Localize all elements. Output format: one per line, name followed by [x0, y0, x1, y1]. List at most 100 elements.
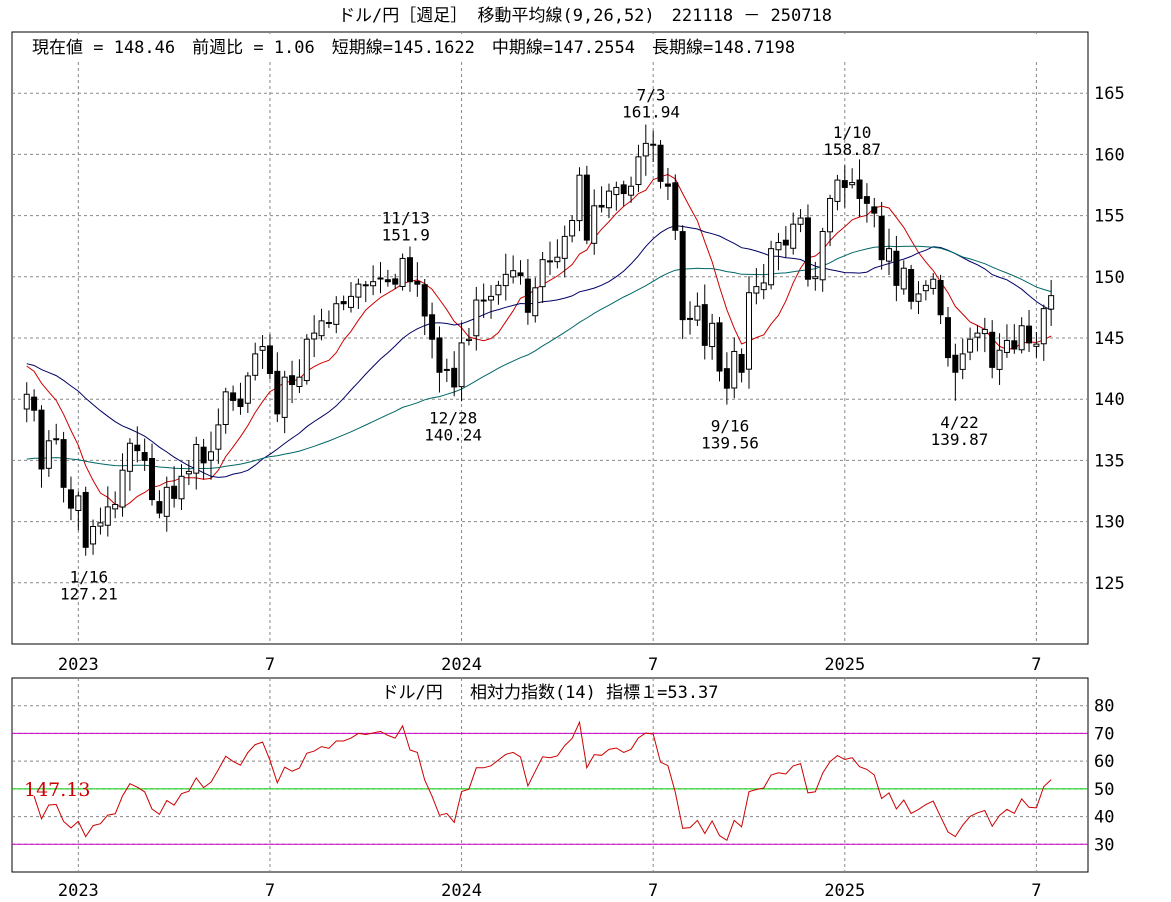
- candle: [967, 327, 974, 361]
- candle: [171, 466, 178, 508]
- annotation-value: 139.87: [931, 430, 989, 449]
- candle-body: [944, 317, 951, 359]
- candle: [384, 269, 391, 287]
- rsi-y-tick-label: 50: [1094, 780, 1114, 800]
- candle: [915, 281, 922, 315]
- candle-body: [731, 350, 738, 389]
- candle-body: [141, 452, 148, 461]
- candle: [849, 168, 856, 189]
- candle: [82, 486, 89, 556]
- rsi-y-tick-label: 80: [1094, 697, 1114, 717]
- candle: [45, 430, 52, 477]
- candle-body: [23, 393, 30, 410]
- candle: [119, 453, 126, 517]
- candle: [679, 225, 686, 340]
- candle-body: [207, 451, 214, 461]
- candle-body: [406, 257, 413, 283]
- rsi-y-tick-label: 30: [1094, 835, 1114, 855]
- annotation-date: 11/13: [382, 209, 430, 228]
- y-tick-label: 130: [1094, 513, 1125, 533]
- rsi-y-tick-label: 60: [1094, 752, 1114, 772]
- candle-body: [886, 248, 893, 262]
- candle: [90, 519, 97, 555]
- candle: [362, 280, 369, 302]
- candle-body: [650, 143, 657, 146]
- rsi-x-axis: 2023 7 2024 7 2025 7: [58, 881, 1042, 901]
- candle-body: [222, 391, 229, 426]
- candle: [31, 389, 38, 422]
- candle: [333, 296, 340, 334]
- candle-body: [657, 144, 664, 182]
- candle-body: [289, 375, 296, 386]
- annotation-date: 12/28: [429, 408, 477, 427]
- candle-body: [517, 272, 524, 277]
- candle: [75, 491, 82, 531]
- candle: [871, 197, 878, 228]
- candle-body: [488, 295, 495, 301]
- candle: [539, 252, 546, 304]
- candle: [797, 209, 804, 233]
- candle: [200, 438, 207, 480]
- candle-body: [90, 525, 97, 545]
- candle-body: [215, 424, 222, 450]
- candle-body: [134, 444, 141, 452]
- candle: [760, 264, 767, 300]
- candle-body: [75, 495, 82, 512]
- candle: [355, 278, 362, 309]
- candle-body: [849, 182, 856, 186]
- candle: [318, 308, 325, 341]
- candle-body: [185, 470, 192, 475]
- candle-body: [443, 368, 450, 371]
- candle-body: [281, 376, 288, 418]
- candle: [348, 282, 355, 313]
- candle: [149, 443, 156, 506]
- y-tick-label: 150: [1094, 268, 1125, 288]
- rsi-x-tick-label: 7: [1031, 881, 1041, 901]
- main-x-axis: 2023 7 2024 7 2025 7: [58, 655, 1042, 675]
- candle-body: [237, 398, 244, 408]
- x-tick-label: 7: [1031, 655, 1041, 675]
- candle: [937, 274, 944, 325]
- candle: [716, 317, 723, 382]
- candle-body: [274, 370, 281, 415]
- candle: [185, 460, 192, 486]
- candle: [502, 253, 509, 301]
- candle-body: [1003, 339, 1010, 353]
- candle-body: [340, 301, 347, 305]
- candle-body: [82, 491, 89, 548]
- candle: [657, 140, 664, 189]
- candle: [620, 180, 627, 207]
- candle-body: [421, 284, 428, 317]
- candle: [1040, 304, 1047, 361]
- rsi-price-label: 147.13: [24, 779, 90, 801]
- candle-body: [871, 206, 878, 214]
- candle: [473, 286, 480, 351]
- candle: [930, 273, 937, 295]
- candle: [1018, 317, 1025, 354]
- candle-body: [532, 287, 539, 317]
- candle: [908, 264, 915, 310]
- candle: [532, 277, 539, 323]
- candle: [598, 186, 605, 213]
- candle: [731, 337, 738, 399]
- annotation-date: 9/16: [711, 417, 750, 436]
- candle: [156, 490, 163, 519]
- candle: [753, 268, 760, 305]
- candle: [163, 476, 170, 532]
- candle: [311, 315, 318, 358]
- y-tick-label: 155: [1094, 207, 1125, 227]
- candle-body: [576, 174, 583, 222]
- candle-body: [163, 486, 170, 517]
- candle: [429, 302, 436, 359]
- candle-body: [392, 278, 399, 285]
- candle: [377, 262, 384, 294]
- candle: [443, 358, 450, 383]
- candle-body: [701, 304, 708, 346]
- candle: [878, 201, 885, 270]
- candle: [782, 226, 789, 258]
- candle: [701, 284, 708, 360]
- candle: [104, 486, 111, 537]
- candle: [900, 260, 907, 295]
